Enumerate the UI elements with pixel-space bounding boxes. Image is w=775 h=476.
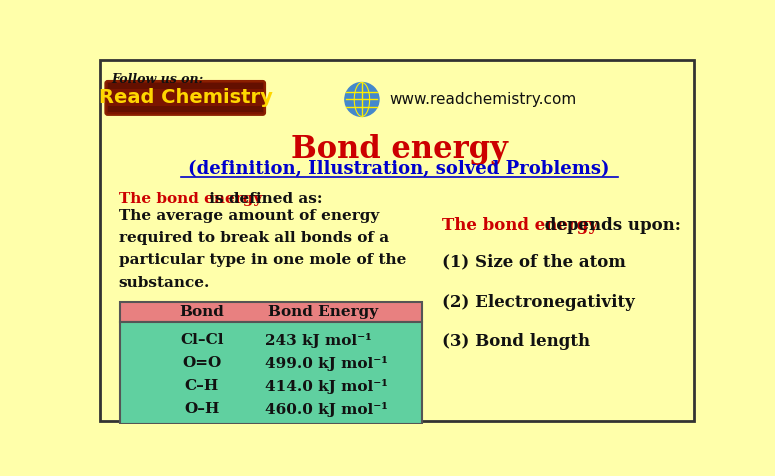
Text: (2) Electronegativity: (2) Electronegativity bbox=[442, 294, 635, 311]
Text: (3) Bond length: (3) Bond length bbox=[442, 333, 590, 350]
Text: Read Chemistry: Read Chemistry bbox=[99, 89, 273, 108]
Text: 243 kJ mol⁻¹: 243 kJ mol⁻¹ bbox=[265, 333, 372, 348]
FancyBboxPatch shape bbox=[108, 83, 263, 89]
Text: Bond energy: Bond energy bbox=[291, 134, 508, 165]
Text: C–H: C–H bbox=[184, 379, 219, 393]
Text: 414.0 kJ mol⁻¹: 414.0 kJ mol⁻¹ bbox=[265, 379, 388, 394]
Text: (definition, Illustration, solved Problems): (definition, Illustration, solved Proble… bbox=[188, 159, 610, 178]
Text: (1) Size of the atom: (1) Size of the atom bbox=[442, 253, 625, 270]
Text: Bond Energy: Bond Energy bbox=[267, 305, 377, 319]
Text: is defined as:: is defined as: bbox=[204, 192, 322, 206]
Text: The bond energy: The bond energy bbox=[442, 217, 598, 234]
Text: 460.0 kJ mol⁻¹: 460.0 kJ mol⁻¹ bbox=[265, 402, 388, 417]
Text: Bond: Bond bbox=[179, 305, 224, 319]
Text: depends upon:: depends upon: bbox=[539, 217, 681, 234]
Circle shape bbox=[345, 82, 379, 117]
Text: www.readchemistry.com: www.readchemistry.com bbox=[390, 92, 577, 107]
Text: Cl–Cl: Cl–Cl bbox=[180, 333, 223, 347]
FancyBboxPatch shape bbox=[120, 302, 422, 322]
Text: Follow us on:: Follow us on: bbox=[111, 72, 203, 86]
FancyBboxPatch shape bbox=[108, 107, 263, 112]
Text: O–H: O–H bbox=[184, 402, 219, 416]
Text: The average amount of energy
required to break all bonds of a
particular type in: The average amount of energy required to… bbox=[119, 209, 406, 289]
FancyBboxPatch shape bbox=[120, 322, 422, 424]
Text: 499.0 kJ mol⁻¹: 499.0 kJ mol⁻¹ bbox=[265, 356, 388, 371]
Text: The bond energy: The bond energy bbox=[119, 192, 262, 206]
FancyBboxPatch shape bbox=[105, 81, 265, 115]
Text: O=O: O=O bbox=[182, 356, 222, 370]
FancyBboxPatch shape bbox=[100, 60, 694, 421]
